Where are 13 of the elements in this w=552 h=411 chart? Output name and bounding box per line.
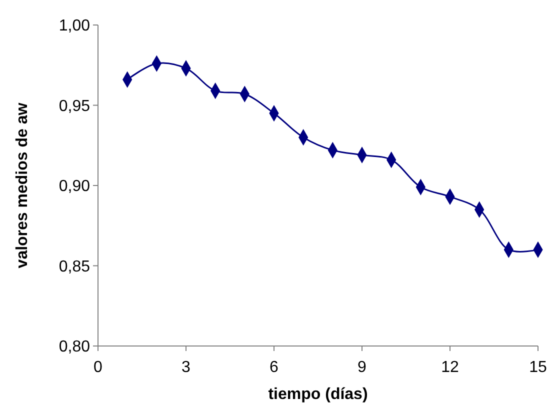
x-tick-label: 6 (270, 359, 279, 376)
y-tick-label: 1,00 (58, 18, 90, 35)
x-tick-label: 9 (358, 359, 367, 376)
x-tick-label: 3 (182, 359, 191, 376)
x-tick-label: 0 (94, 359, 103, 376)
x-tick-label: 15 (529, 359, 547, 376)
y-tick-label: 0,80 (58, 338, 90, 356)
y-tick-label: 0,85 (58, 258, 90, 276)
y-tick-label: 0,90 (58, 178, 90, 196)
y-axis-title: valores medios de aw (14, 102, 31, 268)
x-axis-title: tiempo (días) (268, 386, 368, 403)
x-tick-label: 12 (441, 359, 459, 376)
y-tick-label: 0,95 (58, 98, 90, 115)
